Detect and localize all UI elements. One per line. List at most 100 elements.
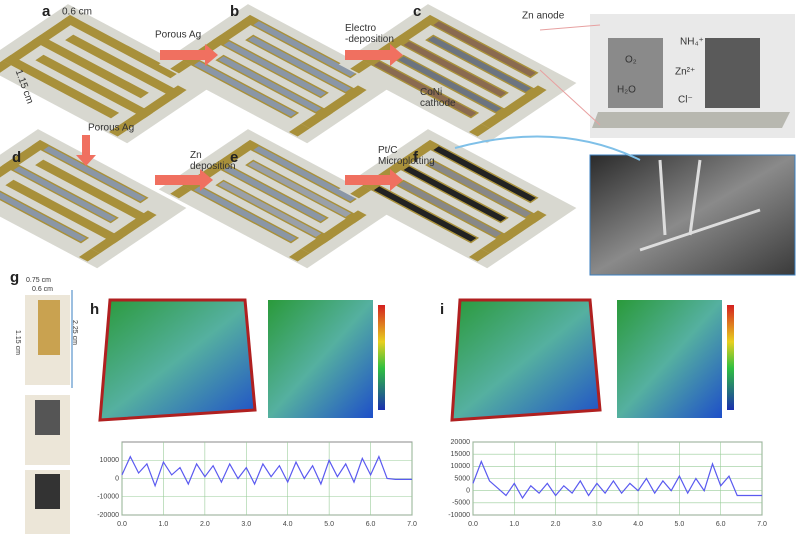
coating	[218, 181, 322, 238]
x-tick-label: 2.0	[551, 521, 561, 528]
panel-label: b	[230, 3, 239, 20]
profiles: -20000 -10000 0 10000 0.0 1.0 2.0 3.0 4.0 5.0 6.0 7…	[97, 439, 767, 528]
heatmaps	[98, 298, 734, 422]
coating	[223, 41, 327, 97]
x-tick-label: 1.0	[509, 521, 519, 528]
pad	[288, 123, 310, 137]
y-tick-label: 20000	[451, 439, 471, 446]
pad	[108, 123, 130, 137]
dimension: 0.6 cm	[32, 286, 53, 293]
device	[0, 4, 217, 144]
coating	[398, 181, 502, 238]
coating	[218, 56, 322, 113]
dimension: 0.6 cm	[62, 7, 92, 18]
photo-detail	[639, 159, 761, 252]
x-tick-label: 6.0	[366, 521, 376, 528]
pad	[0, 60, 12, 74]
panel-label: e	[230, 149, 238, 166]
dimension: 0.75 cm	[26, 277, 51, 284]
connector	[454, 135, 641, 161]
coating	[253, 21, 356, 77]
coating	[373, 61, 477, 117]
coating	[433, 21, 536, 77]
x-tick-label: 7.0	[757, 521, 767, 528]
coating	[13, 166, 117, 222]
x-tick-label: 2.0	[200, 521, 210, 528]
dimension: 1.15 cm	[14, 330, 21, 355]
finger	[61, 15, 179, 79]
pad	[78, 248, 100, 262]
device	[338, 129, 577, 269]
coating	[403, 41, 507, 97]
finger	[2, 55, 120, 119]
coating	[427, 161, 532, 217]
inset-cathode	[608, 38, 663, 108]
y-tick-label: -20000	[97, 512, 119, 519]
finger	[65, 34, 183, 99]
x-tick-label: 3.0	[592, 521, 602, 528]
x-tick-label: 7.0	[407, 521, 417, 528]
dimension: 2.25 cm	[71, 320, 78, 345]
profile-line	[472, 459, 762, 500]
electrode	[35, 400, 60, 435]
step-label: Porous Ag	[88, 123, 134, 134]
panel-label: g	[10, 269, 19, 286]
annotation: Cl⁻	[678, 95, 693, 106]
y-tick-label: 0	[466, 488, 470, 495]
spine	[481, 210, 547, 254]
coating	[193, 61, 297, 117]
x-tick-label: 6.0	[716, 521, 726, 528]
electrode	[38, 300, 60, 355]
spine	[481, 85, 547, 129]
coating	[433, 146, 536, 202]
panel-label: d	[12, 149, 21, 166]
panel-label: a	[42, 3, 51, 20]
spine	[301, 85, 367, 129]
spine	[91, 210, 157, 254]
pad	[170, 185, 192, 199]
annotation: CoNi cathode	[420, 87, 456, 109]
y-tick-label: 10000	[451, 463, 471, 470]
annotation: H₂O	[617, 85, 636, 96]
x-tick-label: 5.0	[675, 521, 685, 528]
inset-anode	[705, 38, 760, 108]
device	[338, 4, 577, 144]
step-label: Porous Ag	[155, 30, 201, 41]
x-tick-label: 3.0	[241, 521, 251, 528]
coating	[373, 186, 477, 242]
finger	[32, 35, 149, 99]
coating	[247, 36, 352, 92]
coating	[403, 166, 507, 222]
x-tick-label: 0.0	[117, 521, 127, 528]
y-tick-label: -5000	[452, 500, 470, 507]
device	[158, 4, 397, 144]
pad	[288, 248, 310, 262]
pad	[170, 60, 192, 74]
pad	[468, 248, 490, 262]
pad	[350, 60, 372, 74]
profile-line	[121, 455, 412, 488]
step-label: Zn deposition	[190, 150, 236, 172]
y-tick-label: 0	[115, 475, 119, 482]
coating	[0, 186, 87, 242]
x-tick-label: 4.0	[283, 521, 293, 528]
panel-label: f	[413, 149, 419, 166]
coating	[247, 161, 352, 217]
y-tick-label: 10000	[100, 457, 120, 464]
y-tick-label: -10000	[448, 512, 470, 519]
finger	[5, 179, 123, 244]
x-tick-label: 0.0	[468, 521, 478, 528]
panel-label: h	[90, 301, 99, 318]
coating	[43, 146, 146, 202]
annotation: NH₄⁺	[680, 37, 704, 48]
spine	[301, 210, 367, 254]
x-tick-label: 5.0	[324, 521, 334, 528]
coating	[193, 186, 297, 242]
annotation: Zn anode	[522, 11, 565, 22]
annotation: O₂	[625, 55, 637, 66]
coating	[223, 166, 327, 222]
panel-label: i	[440, 301, 444, 318]
coating	[427, 36, 532, 92]
pad	[350, 185, 372, 199]
zoom-line	[539, 69, 601, 126]
